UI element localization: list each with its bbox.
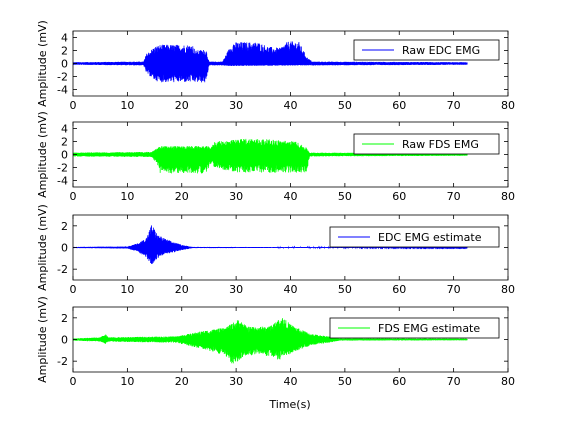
x-tick-label: 40 bbox=[284, 375, 298, 388]
legend-box bbox=[329, 226, 500, 248]
y-tick-label: -2 bbox=[57, 71, 68, 84]
y-tick-label: 4 bbox=[61, 32, 68, 45]
signal-trace bbox=[73, 41, 468, 83]
x-tick-label: 10 bbox=[120, 99, 134, 112]
x-tick-label: 80 bbox=[501, 375, 515, 388]
x-tick-label: 80 bbox=[501, 283, 515, 296]
y-tick-label: -2 bbox=[57, 263, 68, 276]
x-tick-label: 70 bbox=[447, 190, 461, 203]
x-tick-label: 60 bbox=[392, 375, 406, 388]
x-tick-label: 0 bbox=[70, 190, 77, 203]
y-axis-label: Amplitude (mV) bbox=[36, 204, 49, 291]
signal-trace bbox=[73, 318, 468, 364]
legend-box bbox=[353, 133, 500, 155]
y-tick-label: 0 bbox=[61, 242, 68, 255]
x-tick-label: 40 bbox=[284, 99, 298, 112]
x-tick-label: 50 bbox=[338, 283, 352, 296]
y-tick-label: -2 bbox=[57, 355, 68, 368]
x-tick-label: 0 bbox=[70, 99, 77, 112]
y-tick-label: 2 bbox=[61, 312, 68, 325]
x-tick-label: 70 bbox=[447, 375, 461, 388]
x-tick-label: 60 bbox=[392, 190, 406, 203]
y-tick-label: -4 bbox=[57, 175, 68, 188]
x-tick-label: 30 bbox=[229, 99, 243, 112]
x-tick-label: 50 bbox=[338, 99, 352, 112]
x-tick-label: 50 bbox=[338, 375, 352, 388]
x-tick-label: 70 bbox=[447, 283, 461, 296]
y-axis-label: Amplitude (mV) bbox=[36, 296, 49, 383]
legend-box bbox=[329, 317, 500, 339]
signal-trace bbox=[73, 225, 468, 264]
y-tick-label: 0 bbox=[61, 334, 68, 347]
legend-label: Raw EDC EMG bbox=[402, 44, 480, 57]
x-tick-label: 50 bbox=[338, 190, 352, 203]
y-tick-label: 2 bbox=[61, 136, 68, 149]
legend: FDS EMG estimate bbox=[329, 317, 500, 339]
legend: Raw EDC EMG bbox=[353, 39, 500, 61]
y-axis-label: Amplitude (mV) bbox=[36, 20, 49, 107]
x-tick-label: 80 bbox=[501, 190, 515, 203]
x-axis-label: Time(s) bbox=[268, 398, 310, 411]
y-tick-label: 2 bbox=[61, 45, 68, 58]
legend-label: FDS EMG estimate bbox=[378, 322, 480, 335]
x-tick-label: 30 bbox=[229, 283, 243, 296]
x-tick-label: 0 bbox=[70, 375, 77, 388]
x-tick-label: 10 bbox=[120, 375, 134, 388]
x-tick-label: 30 bbox=[229, 375, 243, 388]
x-tick-label: 40 bbox=[284, 283, 298, 296]
x-tick-label: 20 bbox=[175, 375, 189, 388]
y-tick-label: -4 bbox=[57, 84, 68, 97]
y-tick-label: -2 bbox=[57, 162, 68, 175]
x-tick-label: 20 bbox=[175, 190, 189, 203]
legend: Raw FDS EMG bbox=[353, 133, 500, 155]
legend: EDC EMG estimate bbox=[329, 226, 500, 248]
y-tick-label: 0 bbox=[61, 58, 68, 71]
x-tick-label: 80 bbox=[501, 99, 515, 112]
x-tick-label: 60 bbox=[392, 99, 406, 112]
x-tick-label: 60 bbox=[392, 283, 406, 296]
x-tick-label: 20 bbox=[175, 99, 189, 112]
y-tick-label: 4 bbox=[61, 123, 68, 136]
x-tick-label: 70 bbox=[447, 99, 461, 112]
x-tick-label: 10 bbox=[120, 283, 134, 296]
y-axis-label: Amplitude (mV) bbox=[36, 111, 49, 198]
x-tick-label: 30 bbox=[229, 190, 243, 203]
signal-trace bbox=[73, 138, 468, 174]
x-tick-label: 20 bbox=[175, 283, 189, 296]
x-tick-label: 10 bbox=[120, 190, 134, 203]
x-tick-label: 40 bbox=[284, 190, 298, 203]
legend-box bbox=[353, 39, 500, 61]
legend-label: EDC EMG estimate bbox=[378, 231, 482, 244]
legend-label: Raw FDS EMG bbox=[402, 138, 479, 151]
y-tick-label: 2 bbox=[61, 220, 68, 233]
y-tick-label: 0 bbox=[61, 149, 68, 162]
x-tick-label: 0 bbox=[70, 283, 77, 296]
